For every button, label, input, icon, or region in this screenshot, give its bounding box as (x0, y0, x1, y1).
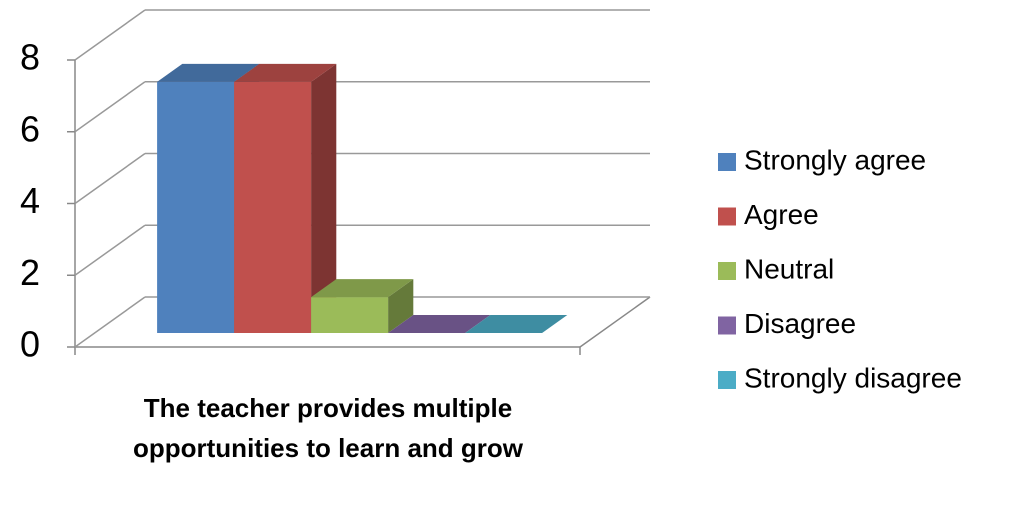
legend-label: Neutral (744, 253, 834, 284)
bar-side (388, 279, 414, 333)
legend-label: Strongly disagree (744, 362, 962, 393)
bar-front (311, 297, 389, 333)
grid-line-side (74, 152, 146, 205)
grid-line-side (74, 9, 146, 61)
y-tick-label: 8 (20, 37, 40, 78)
category-label: The teacher provides multiple opportunit… (133, 393, 523, 463)
bar-top (465, 315, 568, 333)
bar-front (234, 81, 312, 333)
legend-label: Strongly agree (744, 144, 926, 175)
legend-swatch (718, 316, 736, 335)
legend-label: Agree (744, 199, 819, 230)
legend-swatch (718, 262, 736, 280)
y-tick-label: 0 (20, 324, 40, 365)
bar-top (157, 63, 260, 82)
grid-line-side (74, 224, 146, 276)
bar-top (234, 63, 337, 82)
legend-swatch (718, 207, 736, 226)
grid-line-side (74, 296, 146, 348)
y-tick-label: 6 (20, 108, 40, 149)
legend-swatch (718, 371, 736, 389)
y-tick-label: 4 (20, 180, 40, 221)
grid-line-side (74, 81, 146, 133)
bar-top (311, 279, 414, 298)
legend-swatch (718, 153, 736, 171)
bar-front (157, 81, 235, 333)
bar-side (311, 63, 337, 333)
legend-label: Disagree (744, 308, 856, 339)
floor-right (579, 296, 651, 348)
bar-top (388, 315, 491, 333)
y-tick-label: 2 (20, 252, 40, 293)
